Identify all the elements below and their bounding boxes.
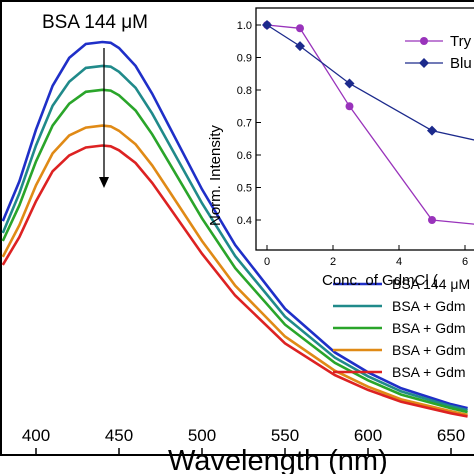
inset-legend-marker-2 [419,58,429,68]
main-x-tick-label: 450 [105,426,133,445]
inset-legend-marker-1 [420,37,428,45]
main-x-tick-label: 650 [437,426,465,445]
inset-y-tick-label: 0.9 [237,53,252,65]
inset-y-tick-label: 0.8 [237,85,252,97]
inset-point-2 [295,41,305,52]
inset-legend: Try Blu [405,33,472,72]
inset-y-tick-label: 0.4 [237,215,252,227]
main-legend: BSA 144 μM BSA + Gdm BSA + Gdm BSA + Gdm BSA… [333,276,470,380]
inset-point-2 [262,20,272,30]
inset-point-2 [344,78,355,89]
inset-x-axis-ticks: 0 2 4 6 [264,245,468,268]
main-x-tick-label: 600 [354,426,382,445]
inset-plot-frame [255,7,474,251]
inset-series-group [262,20,474,225]
main-series-group [1,40,468,418]
inset-point-1 [428,216,436,224]
main-x-tick-label: 550 [271,426,299,445]
inset-y-tick-label: 0.7 [237,118,252,130]
main-x-tick-label: 500 [188,426,216,445]
inset-x-tick-label: 0 [264,256,270,268]
inset-y-tick-label: 1.0 [237,20,252,32]
inset-y-tick-label: 0.5 [237,183,252,195]
inset-plot: 0.4 0.5 0.6 0.7 0.8 0.9 1.0 0 2 4 6 Norm. Intensi… [207,7,474,289]
main-series-line-4 [1,124,468,417]
main-series-line-1 [1,40,468,410]
inset-x-tick-label: 4 [396,256,402,268]
main-x-axis-ticks: 400 450 500 550 600 650 [22,426,465,455]
inset-point-1 [345,102,354,111]
inset-legend-label-2: Blu [450,55,472,72]
inset-x-tick-label: 6 [462,256,468,268]
main-plot-frame [0,0,474,456]
main-series-line-5 [1,144,468,418]
inset-x-tick-label: 2 [330,256,336,268]
inset-y-axis-title: Norm. Intensity [207,125,224,226]
main-x-axis-title: Wavelength (nm) [168,445,388,474]
inset-legend-label-1: Try [450,33,472,50]
main-legend-label-3: BSA + Gdm [392,320,466,336]
main-legend-label-2: BSA + Gdm [392,298,466,314]
main-legend-label-4: BSA + Gdm [392,342,466,358]
inset-x-axis-title: Conc. of GdmCl ( [322,272,438,289]
inset-point-1 [296,24,304,33]
inset-y-axis-ticks: 0.4 0.5 0.6 0.7 0.8 0.9 1.0 [237,20,261,227]
peak-arrow [99,48,109,188]
main-series-line-3 [1,88,468,414]
main-legend-label-1: BSA 144 μM [392,276,470,292]
main-annotation: BSA 144 μM [42,12,148,33]
main-legend-label-5: BSA + Gdm [392,364,466,380]
main-x-tick-label: 400 [22,426,50,445]
inset-point-2 [427,125,437,136]
inset-y-tick-label: 0.6 [237,150,252,162]
